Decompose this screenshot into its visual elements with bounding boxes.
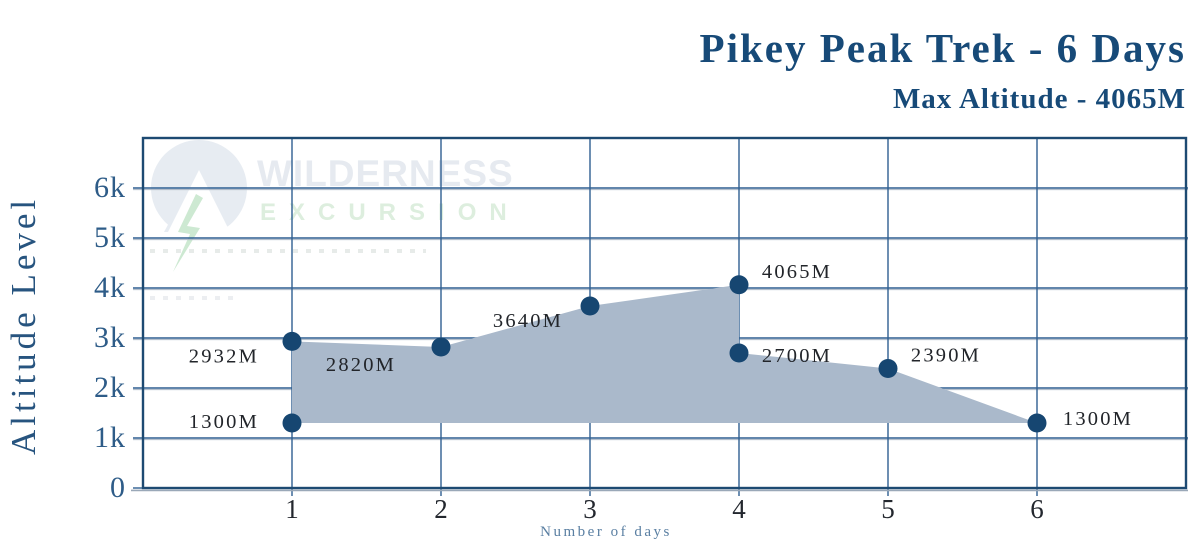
point-label: 1300M [1063, 408, 1133, 430]
data-point-dot [878, 359, 898, 378]
y-tick-label: 4k [94, 271, 126, 304]
point-label: 2700M [762, 345, 832, 367]
x-tick-label: 3 [583, 494, 597, 524]
data-point-dot [729, 275, 749, 295]
point-label: 4065M [762, 261, 832, 283]
x-tick-label: 6 [1030, 494, 1044, 524]
data-point-dot [580, 296, 600, 316]
x-axis-title: Number of days [540, 524, 672, 540]
data-point-dot [282, 331, 302, 351]
y-axis-title: Altitude Level [4, 195, 43, 455]
point-label: 3640M [493, 310, 563, 332]
y-tick-label: 6k [94, 171, 126, 204]
x-tick-label: 4 [732, 494, 746, 524]
x-tick-label: 1 [285, 494, 299, 524]
data-point-dot [1027, 413, 1047, 433]
area-chart: 1300M 2932M 2820M 3640M 4065M 2700M 2390M 1300M [131, 136, 1188, 496]
point-label: 2820M [326, 354, 396, 376]
y-tick-label: 0 [110, 471, 126, 504]
data-point-dot [729, 343, 749, 363]
point-label: 2932M [189, 345, 259, 367]
x-tick-label: 5 [881, 494, 895, 524]
point-label: 1300M [189, 411, 259, 433]
chart-title: Pikey Peak Trek - 6 Days [699, 25, 1186, 71]
x-tick-label: 2 [434, 494, 448, 524]
point-label: 2390M [911, 345, 981, 367]
y-tick-label: 1k [94, 421, 126, 454]
data-point-dot [282, 413, 302, 433]
y-tick-label: 3k [94, 321, 126, 354]
data-point-dot [431, 337, 451, 357]
area-fill [292, 284, 1037, 423]
y-tick-label: 5k [94, 221, 126, 254]
y-tick-label: 2k [94, 371, 126, 404]
chart-subtitle: Max Altitude - 4065M [892, 83, 1186, 115]
plot-border [141, 136, 1188, 490]
plot-area: 1300M 2932M 2820M 3640M 4065M 2700M 2390M 1300M [131, 136, 1188, 496]
